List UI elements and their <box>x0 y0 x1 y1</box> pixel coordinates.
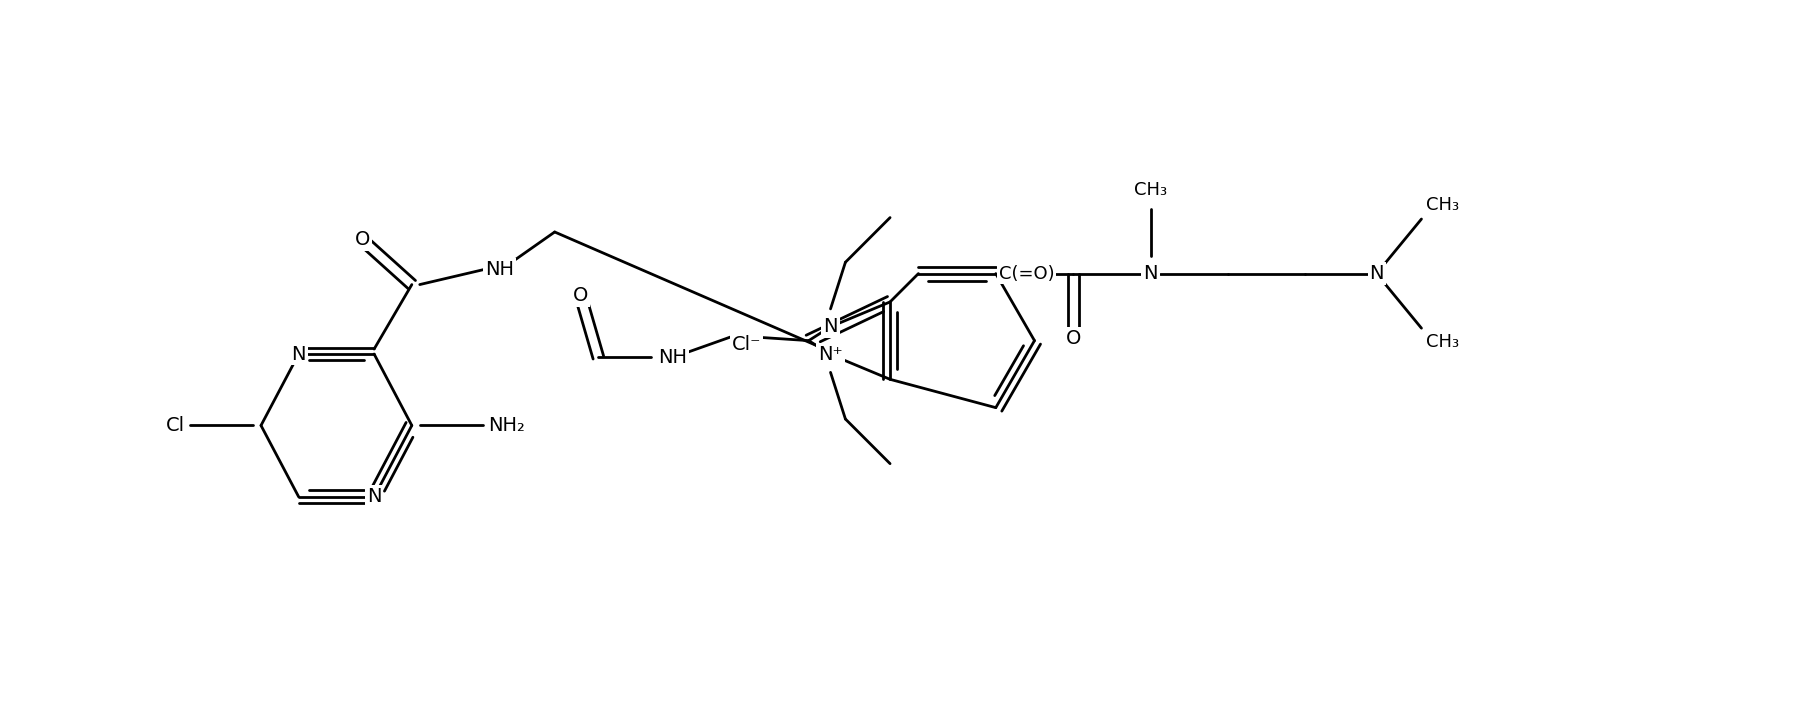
Text: N: N <box>823 317 838 336</box>
Text: NH₂: NH₂ <box>489 416 525 435</box>
Text: N: N <box>1370 264 1384 283</box>
Text: O: O <box>574 286 588 306</box>
Text: NH: NH <box>485 260 514 279</box>
Text: Cl⁻: Cl⁻ <box>732 335 761 354</box>
Text: CH₃: CH₃ <box>1426 333 1460 351</box>
Text: N: N <box>367 488 381 506</box>
Text: Cl: Cl <box>165 416 185 435</box>
Text: NH: NH <box>658 348 687 367</box>
Text: N: N <box>291 345 306 363</box>
Text: N⁺: N⁺ <box>818 345 843 364</box>
Text: O: O <box>1066 328 1081 348</box>
Text: CH₃: CH₃ <box>1426 196 1460 214</box>
Text: N: N <box>1144 264 1158 283</box>
Text: CH₃: CH₃ <box>1135 181 1167 199</box>
Text: O: O <box>354 231 370 249</box>
Text: C(=O): C(=O) <box>998 265 1054 283</box>
